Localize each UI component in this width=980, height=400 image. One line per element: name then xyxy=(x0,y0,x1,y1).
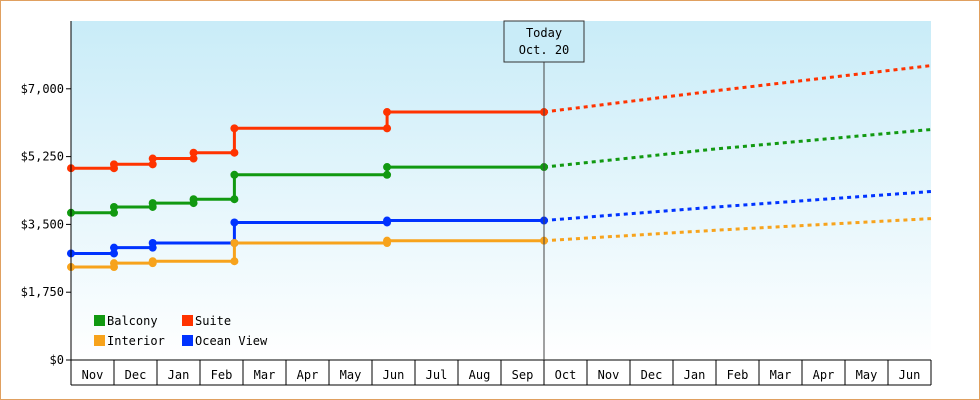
legend-swatch-balcony xyxy=(94,315,105,326)
x-tick-label: Apr xyxy=(813,368,835,382)
x-tick-label: Nov xyxy=(82,368,104,382)
data-point-suite xyxy=(148,154,157,163)
legend-swatch-ocean-view xyxy=(182,335,193,346)
data-point-interior xyxy=(110,259,118,268)
y-tick-label: $1,750 xyxy=(21,285,64,299)
y-tick-label: $7,000 xyxy=(21,82,64,96)
data-point-ocean-view xyxy=(148,238,157,247)
x-tick-label: Jun xyxy=(383,368,405,382)
legend-label-balcony: Balcony xyxy=(107,314,158,328)
data-point-balcony xyxy=(230,195,239,204)
data-point-balcony xyxy=(110,208,118,217)
legend-label-suite: Suite xyxy=(195,314,231,328)
data-point-balcony xyxy=(148,199,157,208)
x-tick-label: Feb xyxy=(727,368,749,382)
x-tick-label: Nov xyxy=(598,368,620,382)
forecast-line-suite xyxy=(543,64,932,114)
data-point-balcony xyxy=(189,195,198,204)
x-tick-label: May xyxy=(856,368,878,382)
data-point-interior xyxy=(148,257,157,266)
data-point-balcony xyxy=(230,170,239,179)
data-point-interior xyxy=(383,236,392,245)
data-point-ocean-view xyxy=(110,243,118,252)
today-label: Today xyxy=(526,26,562,40)
data-point-balcony xyxy=(110,202,118,211)
legend-label-ocean-view: Ocean View xyxy=(195,334,268,348)
forecast-line-balcony xyxy=(543,128,932,169)
x-tick-label: Oct xyxy=(555,368,577,382)
y-tick-label: $5,250 xyxy=(21,150,64,164)
data-point-suite xyxy=(383,124,392,133)
x-tick-label: Mar xyxy=(254,368,276,382)
legend-swatch-suite xyxy=(182,315,193,326)
today-box xyxy=(503,20,585,63)
data-point-ocean-view xyxy=(383,216,392,225)
data-point-suite xyxy=(110,160,118,169)
plot-area xyxy=(71,21,931,360)
data-point-suite xyxy=(189,148,198,157)
x-tick-label: Apr xyxy=(297,368,319,382)
data-point-suite xyxy=(383,108,392,117)
x-tick-label: Jan xyxy=(168,368,190,382)
data-point-suite xyxy=(148,160,157,169)
x-tick-label: Dec xyxy=(125,368,147,382)
series-suite xyxy=(67,64,932,173)
x-tick-label: Jan xyxy=(684,368,706,382)
x-tick-label: Mar xyxy=(770,368,792,382)
axes-layer: $0 $1,750 $3,500 $5,250 $7,000 Nov Dec Jan Feb Ma… xyxy=(21,21,932,386)
today-date: Oct. 20 xyxy=(519,43,570,57)
x-tick-label: May xyxy=(340,368,362,382)
data-point-balcony xyxy=(383,170,392,179)
x-tick-label: Feb xyxy=(211,368,233,382)
legend-label-interior: Interior xyxy=(107,334,165,348)
data-point-suite xyxy=(189,154,198,163)
y-tick-label: $3,500 xyxy=(21,217,64,231)
y-tick-label: $0 xyxy=(50,353,64,367)
x-tick-label: Jul xyxy=(426,368,448,382)
legend-swatch-interior xyxy=(94,335,105,346)
today-marker: Today Oct. 20 xyxy=(503,20,585,360)
series-interior xyxy=(67,217,932,272)
data-point-interior xyxy=(230,238,239,247)
legend: Balcony Suite Interior Ocean View xyxy=(94,314,268,348)
series-ocean-view xyxy=(67,190,932,258)
x-tick-label: Dec xyxy=(641,368,663,382)
x-tick-label: Aug xyxy=(469,368,491,382)
x-tick-label: Jun xyxy=(899,368,921,382)
data-point-ocean-view xyxy=(230,218,239,227)
data-point-interior xyxy=(230,257,239,266)
data-point-suite xyxy=(230,148,239,157)
data-point-suite xyxy=(230,124,239,133)
forecast-line-interior xyxy=(543,217,932,243)
data-point-ocean-view xyxy=(110,249,118,258)
data-point-balcony xyxy=(383,163,392,172)
x-tick-label: Sep xyxy=(512,368,534,382)
forecast-line-ocean-view xyxy=(543,190,932,222)
